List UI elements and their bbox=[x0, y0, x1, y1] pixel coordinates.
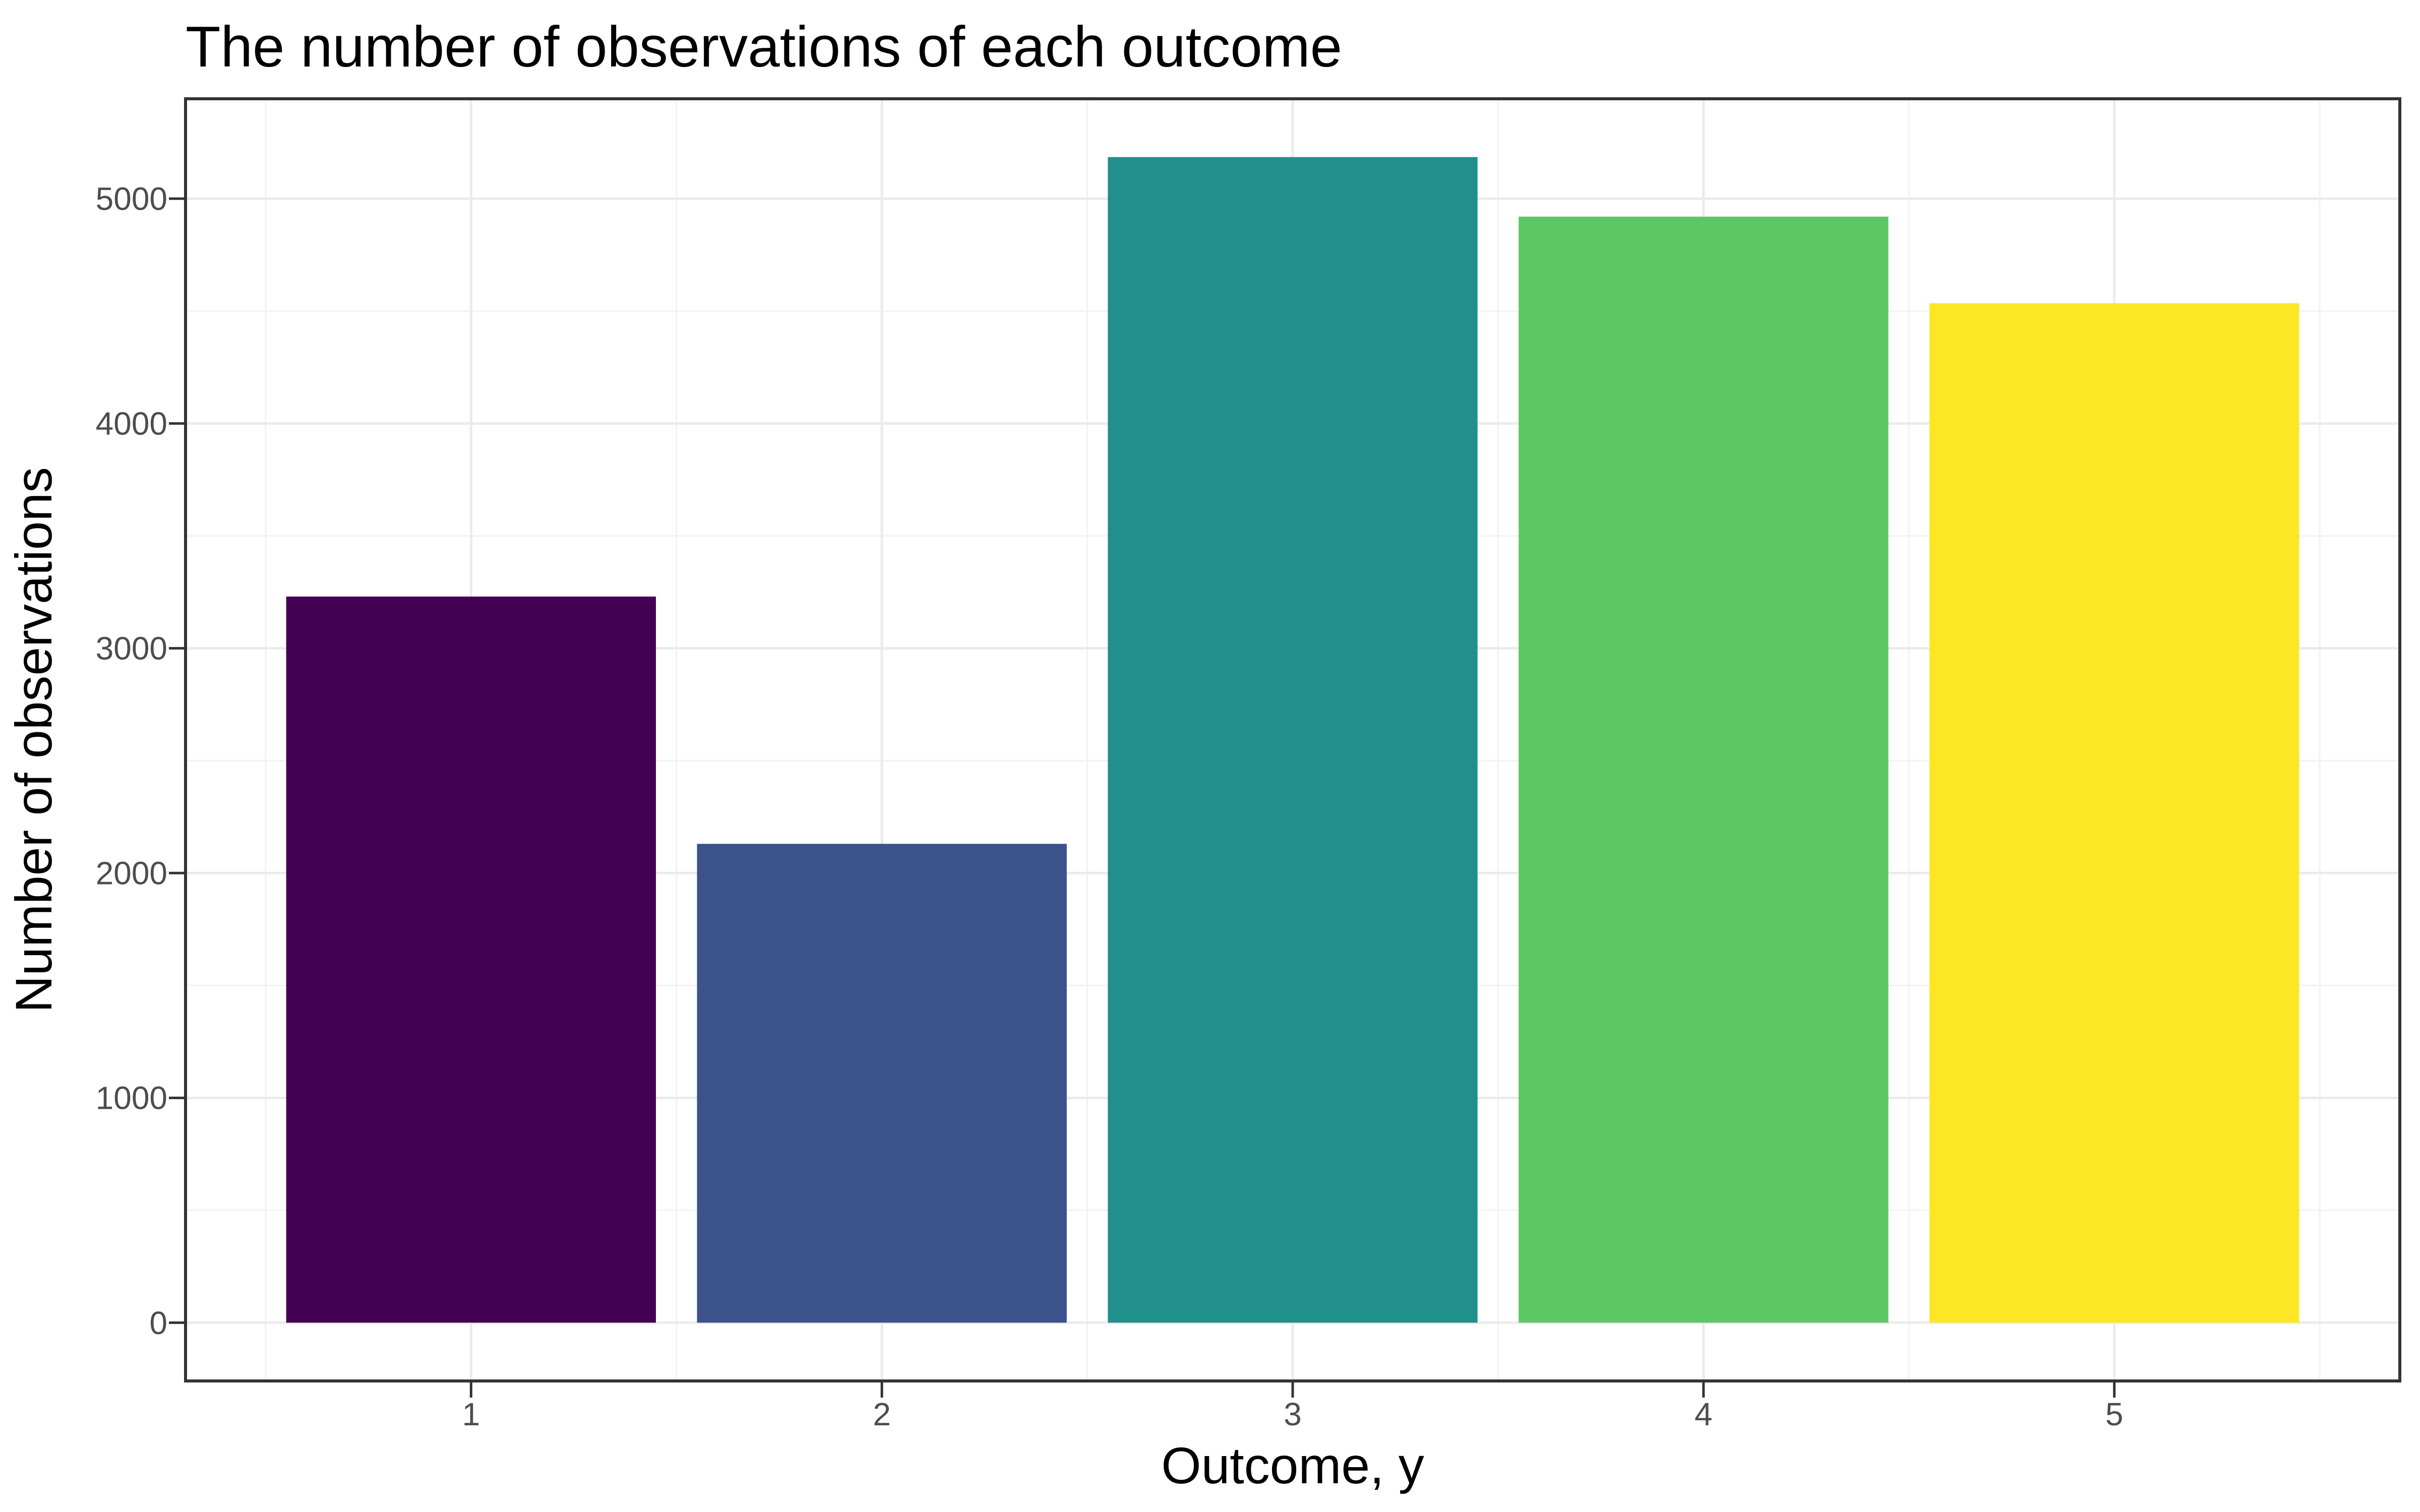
y-tick-label: 2000 bbox=[96, 855, 167, 892]
y-axis-title: Number of observations bbox=[5, 467, 63, 1013]
x-tick-label: 1 bbox=[462, 1396, 480, 1432]
panel-border-layer bbox=[184, 97, 2401, 1382]
y-tick-label: 4000 bbox=[96, 406, 167, 442]
x-axis-title: Outcome, y bbox=[1161, 1437, 1424, 1494]
x-tick-label: 5 bbox=[2105, 1396, 2124, 1432]
bar bbox=[1108, 157, 1478, 1323]
y-tick-label: 5000 bbox=[96, 181, 167, 217]
bar bbox=[1929, 303, 2300, 1323]
x-tick-label: 2 bbox=[873, 1396, 891, 1432]
axis-tick-labels: 1 2 3 4 5 0 1000 2000 3000 4000 5000 bbox=[96, 181, 2124, 1432]
y-tick-label: 1000 bbox=[96, 1080, 167, 1116]
axis-ticks bbox=[169, 197, 2116, 1398]
y-tick-label: 3000 bbox=[96, 631, 167, 667]
bar bbox=[697, 844, 1067, 1323]
x-tick-label: 3 bbox=[1284, 1396, 1302, 1432]
plot-title: The number of observations of each outco… bbox=[186, 15, 1342, 79]
x-tick-label: 4 bbox=[1695, 1396, 1713, 1432]
bars bbox=[286, 157, 2300, 1323]
panel-border bbox=[184, 97, 2401, 1382]
bar bbox=[1519, 216, 1889, 1323]
bar bbox=[286, 596, 656, 1323]
y-tick-label: 0 bbox=[149, 1305, 167, 1341]
